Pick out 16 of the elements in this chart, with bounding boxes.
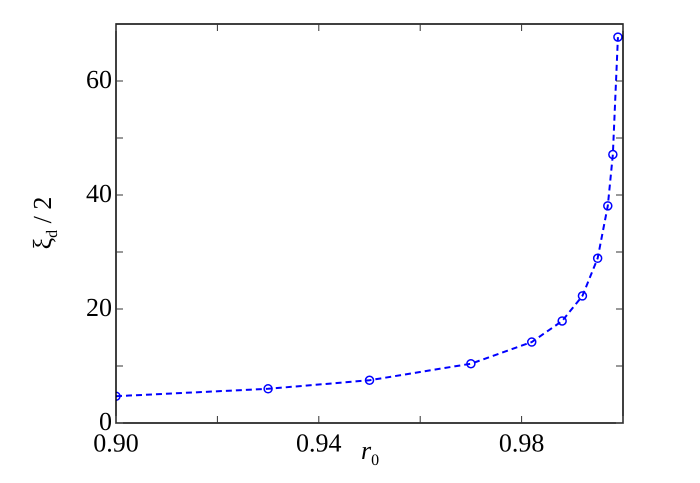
point [263, 384, 273, 394]
point [557, 316, 567, 326]
y-tick-label: 60 [86, 64, 112, 94]
x-tick-label: 0.94 [296, 428, 342, 458]
point [603, 201, 613, 211]
point [526, 337, 536, 347]
point [364, 376, 374, 385]
point [613, 32, 623, 42]
x-axis-title: r$_{0}$ [360, 436, 380, 470]
point [592, 254, 602, 264]
point [466, 358, 476, 368]
x-tick-label: 0.98 [498, 428, 544, 458]
y-tick-label: 20 [86, 292, 112, 322]
point [608, 150, 618, 160]
point [578, 291, 588, 301]
y-tick-label: 40 [86, 178, 112, 208]
